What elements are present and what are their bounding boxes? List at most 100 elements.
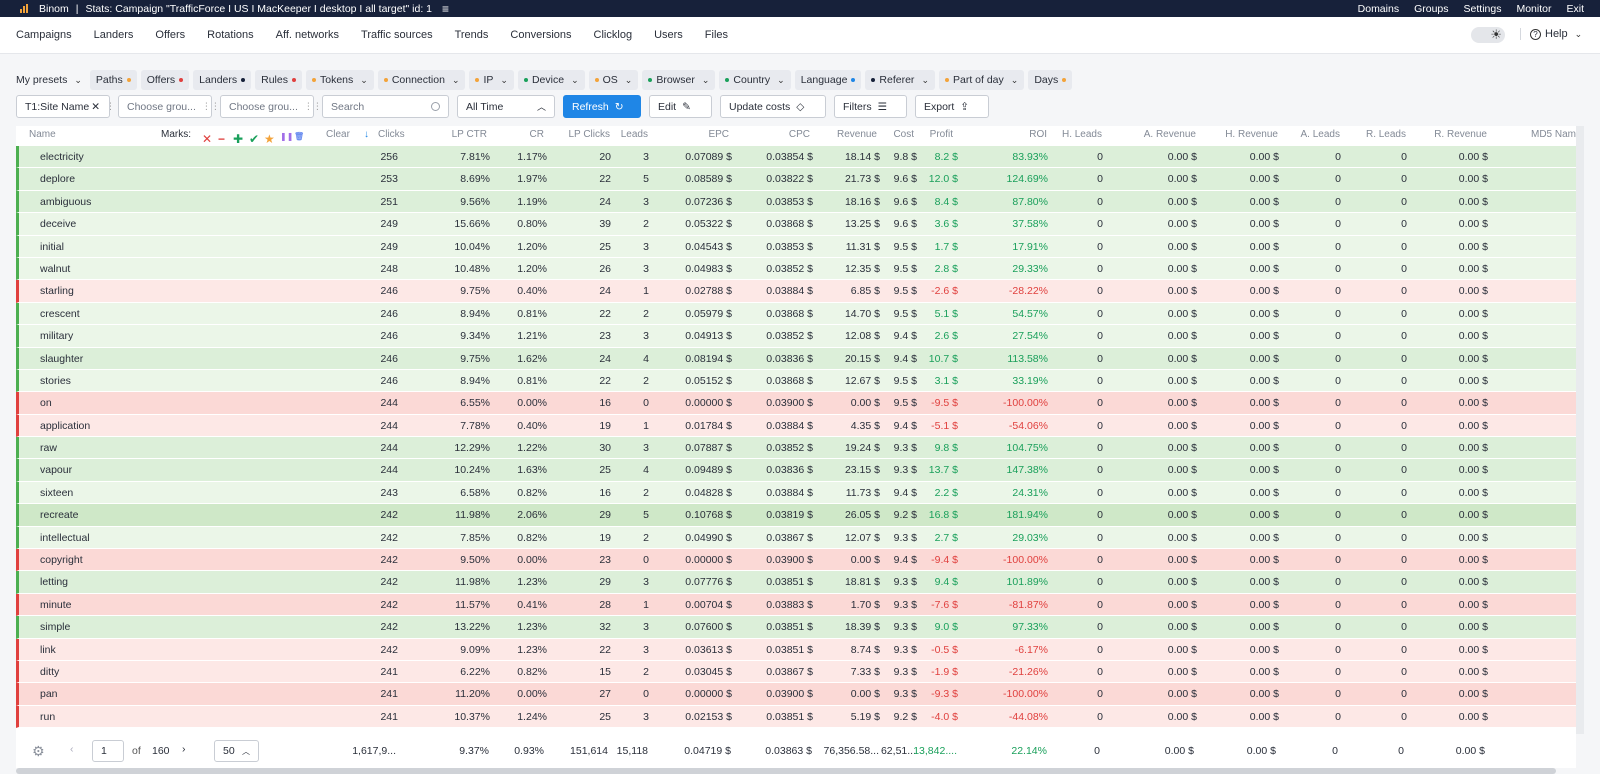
mark-star-icon[interactable]: ★ <box>264 132 275 146</box>
table-row[interactable]: minute 242 11.57% 0.41% 28 1 0.00704 $ 0.03883 … <box>16 593 1576 617</box>
col-leads[interactable]: Leads <box>620 129 648 140</box>
mark-trash-icon[interactable]: 🗑 <box>294 132 305 141</box>
table-row[interactable]: ditty 241 6.22% 0.82% 15 2 0.03045 $ 0.03867 $ 7… <box>16 660 1576 684</box>
col-r-leads[interactable]: R. Leads <box>1365 129 1406 140</box>
preset-chip-browser[interactable]: Browser ⌄ <box>642 70 716 90</box>
nav-conversions[interactable]: Conversions <box>510 29 572 41</box>
top-link-settings[interactable]: Settings <box>1463 2 1502 15</box>
row-name[interactable]: minute <box>40 598 72 611</box>
table-row[interactable]: application 244 7.78% 0.40% 19 1 0.01784 $ 0.03… <box>16 414 1576 438</box>
row-name[interactable]: copyright <box>40 554 83 567</box>
col-h-revenue[interactable]: H. Revenue <box>1225 129 1278 140</box>
table-row[interactable]: deplore 253 8.69% 1.97% 22 5 0.08589 $ 0.03822 … <box>16 168 1576 191</box>
nav-campaigns[interactable]: Campaigns <box>16 29 72 41</box>
col-r-revenue[interactable]: R. Revenue <box>1434 129 1487 140</box>
preset-chip-offers[interactable]: Offers <box>140 70 190 90</box>
search-input[interactable]: Search <box>322 95 449 118</box>
nav-clicklog[interactable]: Clicklog <box>593 29 633 41</box>
row-name[interactable]: crescent <box>40 307 80 320</box>
row-name[interactable]: deplore <box>40 173 76 186</box>
mark-check-icon[interactable]: ✔ <box>249 132 260 146</box>
preset-chip-connection[interactable]: Connection ⌄ <box>377 70 466 90</box>
row-name[interactable]: deceive <box>40 218 77 231</box>
nav-users[interactable]: Users <box>654 29 683 41</box>
col-name[interactable]: Name <box>29 129 56 140</box>
chevron-right-icon[interactable]: › <box>182 743 186 755</box>
table-row[interactable]: copyright 242 9.50% 0.00% 23 0 0.00000 $ 0.0390… <box>16 549 1576 572</box>
row-name[interactable]: military <box>40 330 74 343</box>
preset-chip-rules[interactable]: Rules <box>255 70 302 90</box>
edit-button[interactable]: Edit ✎ <box>649 95 712 118</box>
col-a-revenue[interactable]: A. Revenue <box>1143 129 1196 140</box>
row-name[interactable]: slaughter <box>40 352 84 365</box>
drag-handle-icon[interactable]: ⋮⋮ <box>201 101 220 111</box>
export-button[interactable]: Export ⇪ <box>915 95 989 118</box>
nav-trends[interactable]: Trends <box>454 29 489 41</box>
nav-files[interactable]: Files <box>704 29 729 41</box>
table-row[interactable]: link 242 9.09% 1.23% 22 3 0.03613 $ 0.03851 $ 8.… <box>16 638 1576 661</box>
row-name[interactable]: starling <box>40 285 74 298</box>
table-row[interactable]: initial 249 10.04% 1.20% 25 3 0.04543 $ 0.03853… <box>16 235 1576 258</box>
col-epc[interactable]: EPC <box>708 129 729 140</box>
table-row[interactable]: deceive 249 15.66% 0.80% 39 2 0.05322 $ 0.03868… <box>16 213 1576 236</box>
nav-rotations[interactable]: Rotations <box>207 29 254 41</box>
horizontal-scrollbar[interactable] <box>16 768 1556 774</box>
table-row[interactable]: electricity 256 7.81% 1.17% 20 3 0.07089 $ 0.03… <box>16 146 1576 169</box>
table-row[interactable]: intellectual 242 7.85% 0.82% 19 2 0.04990 $ 0.0… <box>16 526 1576 550</box>
table-row[interactable]: raw 244 12.29% 1.22% 30 3 0.07887 $ 0.03852 $ 19… <box>16 437 1576 460</box>
filters-button[interactable]: Filters ☰ <box>834 95 907 118</box>
row-name[interactable]: raw <box>40 442 57 455</box>
col-cpc[interactable]: CPC <box>788 129 810 140</box>
table-row[interactable]: ambiguous 251 9.56% 1.19% 24 3 0.07236 $ 0.0385… <box>16 190 1576 214</box>
table-row[interactable]: slaughter 246 9.75% 1.62% 24 4 0.08194 $ 0.0383… <box>16 347 1576 370</box>
row-name[interactable]: run <box>40 710 56 723</box>
help-menu[interactable]: ? Help ⌄ <box>1520 28 1582 40</box>
nav-landers[interactable]: Landers <box>93 29 134 41</box>
clear-icon[interactable]: ✕ <box>91 100 101 113</box>
mark-pause-icon[interactable]: ❚❚ <box>280 132 294 141</box>
row-name[interactable]: intellectual <box>40 531 90 544</box>
row-name[interactable]: ditty <box>40 665 60 678</box>
vertical-scrollbar[interactable] <box>1576 126 1584 734</box>
col-profit[interactable]: Profit <box>929 129 953 140</box>
row-name[interactable]: ambiguous <box>40 195 92 208</box>
row-name[interactable]: pan <box>40 688 58 701</box>
drag-handle-icon[interactable]: ⋮⋮ <box>106 101 125 111</box>
preset-chip-tokens[interactable]: Tokens ⌄ <box>305 70 374 90</box>
top-link-monitor[interactable]: Monitor <box>1516 2 1552 15</box>
nav-offers[interactable]: Offers <box>155 29 186 41</box>
table-row[interactable]: military 246 9.34% 1.21% 23 3 0.04913 $ 0.03852… <box>16 325 1576 348</box>
preset-chip-country[interactable]: Country ⌄ <box>719 70 791 90</box>
mark-plus-icon[interactable]: ✚ <box>233 132 244 146</box>
row-name[interactable]: on <box>40 397 52 410</box>
preset-chip-language[interactable]: Language <box>794 70 862 90</box>
top-link-domains[interactable]: Domains <box>1357 2 1400 15</box>
preset-chip-days[interactable]: Days <box>1028 70 1073 90</box>
row-name[interactable]: recreate <box>40 509 79 522</box>
table-row[interactable]: walnut 248 10.48% 1.20% 26 3 0.04983 $ 0.03852 … <box>16 257 1576 281</box>
row-name[interactable]: stories <box>40 374 71 387</box>
preset-chip-device[interactable]: Device ⌄ <box>517 70 585 90</box>
col-a-leads[interactable]: A. Leads <box>1300 129 1340 140</box>
nav-traffic-sources[interactable]: Traffic sources <box>361 29 433 41</box>
col-clicks[interactable]: Clicks <box>378 129 405 140</box>
top-link-exit[interactable]: Exit <box>1566 2 1584 15</box>
gear-icon[interactable]: ⚙ <box>32 743 45 759</box>
row-name[interactable]: walnut <box>40 262 71 275</box>
col-lp-clicks[interactable]: LP Clicks <box>568 129 611 140</box>
table-row[interactable]: pan 241 11.20% 0.00% 27 0 0.00000 $ 0.03900 $ 0.… <box>16 683 1576 706</box>
col-cost[interactable]: Cost <box>893 129 914 140</box>
preset-chip-landers[interactable]: Landers <box>193 70 252 90</box>
col-cr[interactable]: CR <box>529 129 544 140</box>
sort-arrow-down-icon[interactable]: ↓ <box>364 129 369 140</box>
chevron-left-icon[interactable]: ‹ <box>70 743 74 755</box>
per-page-select[interactable]: 50 ︿ <box>214 740 259 762</box>
theme-toggle[interactable]: ☀ <box>1471 27 1505 43</box>
table-row[interactable]: crescent 246 8.94% 0.81% 22 2 0.05979 $0.03868… <box>16 302 1576 326</box>
col-md5-name[interactable]: MD5 Name <box>1531 129 1576 140</box>
table-row[interactable]: simple 242 13.22% 1.23% 32 3 0.07600 $ 0.03851 … <box>16 616 1576 639</box>
top-link-groups[interactable]: Groups <box>1414 2 1449 15</box>
col-h-leads[interactable]: H. Leads <box>1061 129 1102 140</box>
preset-chip-part-of-day[interactable]: Part of day ⌄ <box>938 70 1025 90</box>
mark-red-icon[interactable]: ✕ <box>202 132 213 146</box>
